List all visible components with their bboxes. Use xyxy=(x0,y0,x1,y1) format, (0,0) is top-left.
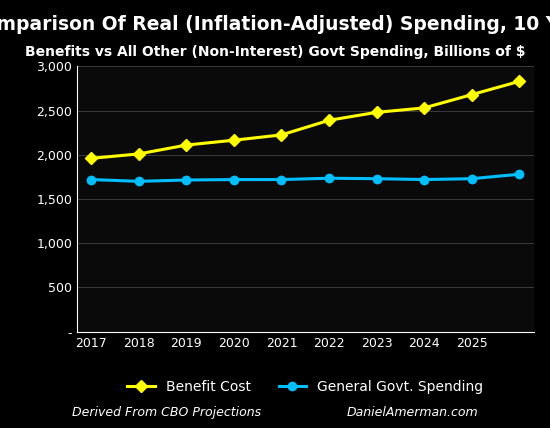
Legend: Benefit Cost, General Govt. Spending: Benefit Cost, General Govt. Spending xyxy=(122,374,489,399)
Text: DanielAmerman.com: DanielAmerman.com xyxy=(347,406,478,419)
Text: Comparison Of Real (Inflation-Adjusted) Spending, 10 Yrs: Comparison Of Real (Inflation-Adjusted) … xyxy=(0,15,550,34)
Text: Derived From CBO Projections: Derived From CBO Projections xyxy=(72,406,261,419)
Text: Benefits vs All Other (Non-Interest) Govt Spending, Billions of $: Benefits vs All Other (Non-Interest) Gov… xyxy=(25,45,525,59)
